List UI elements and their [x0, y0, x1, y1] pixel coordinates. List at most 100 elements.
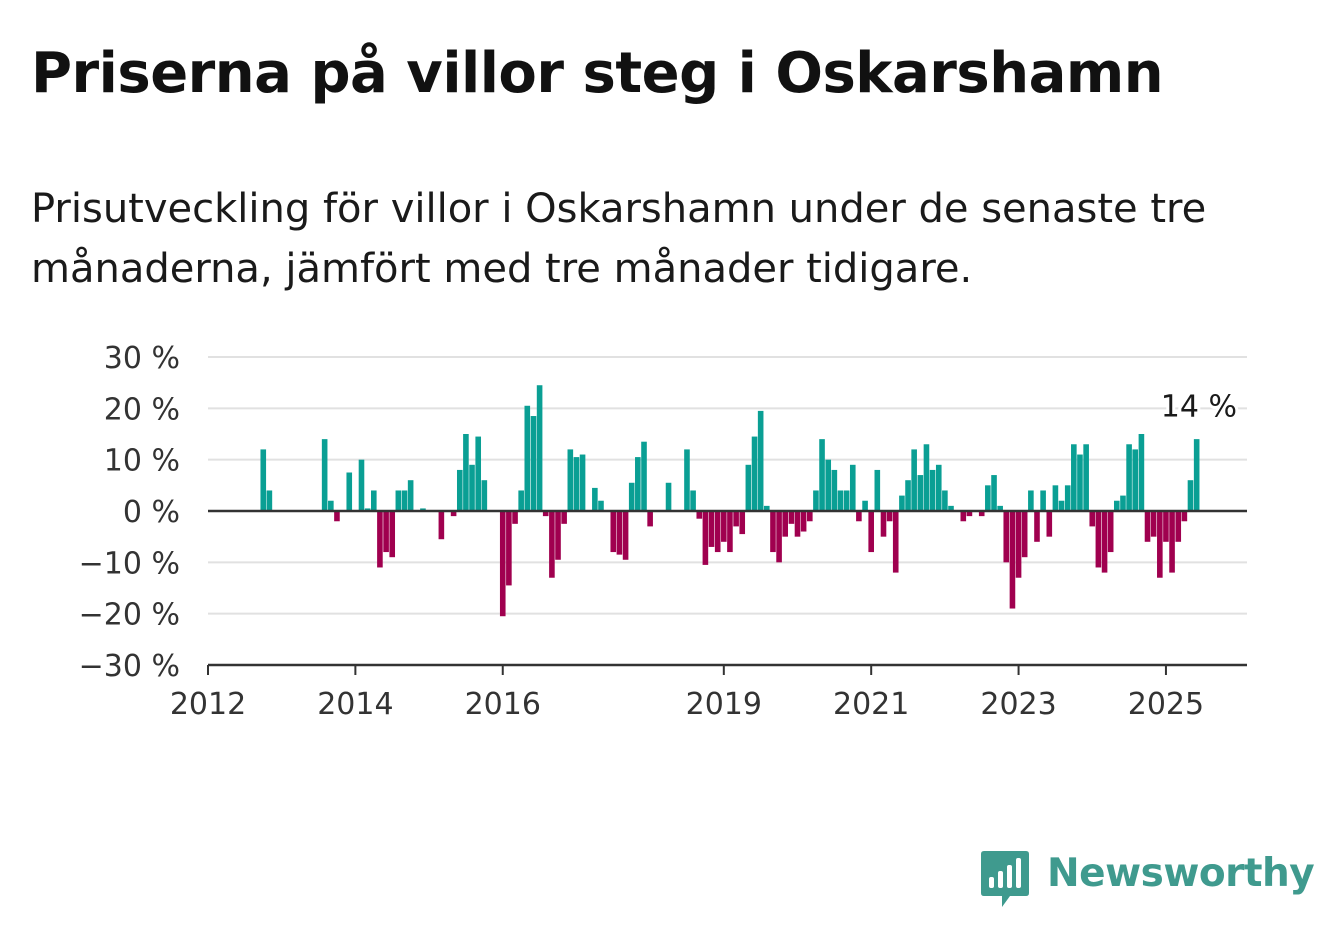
x-tick-label: 2012 [170, 687, 246, 722]
bar [542, 511, 549, 517]
bar [886, 511, 893, 522]
bar [1052, 485, 1059, 511]
bar [463, 434, 469, 511]
bar [622, 511, 629, 560]
y-tick-label: −20 % [79, 598, 180, 633]
bar [1021, 511, 1028, 558]
x-tick-label: 2025 [1128, 687, 1204, 722]
bar [843, 490, 850, 511]
bar [1009, 511, 1016, 609]
bar [641, 441, 647, 511]
x-tick-label: 2023 [980, 687, 1056, 722]
bar [825, 459, 832, 511]
bar [1169, 511, 1175, 573]
bar [530, 416, 537, 511]
bar [684, 449, 690, 511]
bar [966, 511, 973, 517]
bar [358, 459, 365, 511]
bar [1046, 511, 1053, 537]
bar [1126, 444, 1132, 511]
bar [1181, 511, 1188, 522]
bar [1058, 500, 1065, 511]
bar [328, 500, 334, 511]
bar [794, 511, 801, 537]
bar [1132, 449, 1139, 511]
bar [708, 511, 715, 547]
bar [475, 436, 482, 511]
axes [207, 509, 1247, 675]
bar [364, 508, 371, 511]
bar [469, 464, 475, 511]
bar [549, 511, 555, 578]
bar [856, 511, 862, 522]
bar [506, 511, 512, 586]
bar [1150, 511, 1157, 537]
bar [592, 487, 598, 511]
bar [782, 511, 788, 537]
bar [377, 511, 383, 568]
bars [260, 385, 1200, 617]
last-value-label: 14 % [1161, 389, 1237, 424]
chart-subtitle: Prisutveckling för villor i Oskarshamn u… [31, 186, 1207, 292]
bar [598, 500, 604, 511]
bar [1089, 511, 1096, 527]
bar [690, 490, 696, 511]
x-axis-labels: 2012 2014 2016 2019 2021 2023 2025 [170, 687, 1204, 722]
bar [696, 511, 703, 519]
bar [757, 410, 764, 511]
bar [536, 385, 543, 511]
bar [1015, 511, 1022, 578]
bar [1175, 511, 1182, 542]
bar [450, 511, 457, 517]
bar [1120, 495, 1126, 511]
bar [665, 482, 672, 511]
bar [401, 490, 408, 511]
bar [985, 485, 991, 511]
bar [868, 511, 874, 553]
bar [739, 511, 746, 535]
bar [819, 439, 825, 511]
bar [763, 505, 770, 511]
bar [1095, 511, 1102, 568]
bar [1144, 511, 1151, 542]
bar [997, 505, 1003, 511]
bar [776, 511, 782, 563]
y-axis-labels: 30 % 20 % 10 % 0 % −10 % −20 % −30 % [79, 341, 180, 684]
bar [837, 490, 844, 511]
bar [917, 475, 924, 511]
bar [978, 511, 985, 517]
bar [862, 500, 868, 511]
y-tick-label: −10 % [79, 546, 180, 581]
bar [395, 490, 402, 511]
bar [831, 469, 838, 511]
x-tick-label: 2021 [833, 687, 909, 722]
chart-title: Priserna på villor steg i Oskarshamn [31, 41, 1164, 106]
bar [813, 490, 819, 511]
bar [721, 511, 727, 542]
bar [1071, 444, 1077, 511]
bar [610, 511, 617, 553]
bar [334, 511, 340, 522]
bar [714, 511, 721, 553]
bar [1003, 511, 1010, 563]
x-tick-label: 2019 [686, 687, 762, 722]
bar [923, 444, 930, 511]
bar-chart-speech-bubble-icon [981, 851, 1029, 907]
bar [561, 511, 567, 524]
bar [346, 472, 353, 511]
bar [751, 436, 758, 511]
bar [389, 511, 396, 558]
bar [1138, 434, 1145, 511]
bar [1163, 511, 1169, 542]
bar [1064, 485, 1071, 511]
bar [573, 457, 580, 511]
bar [880, 511, 887, 537]
bar [407, 480, 414, 511]
bar [1040, 490, 1046, 511]
bar [1101, 511, 1108, 573]
bar [788, 511, 795, 524]
bar [911, 449, 917, 511]
y-tick-label: 0 % [123, 495, 180, 530]
bar [905, 480, 911, 511]
x-tick-label: 2014 [317, 687, 393, 722]
